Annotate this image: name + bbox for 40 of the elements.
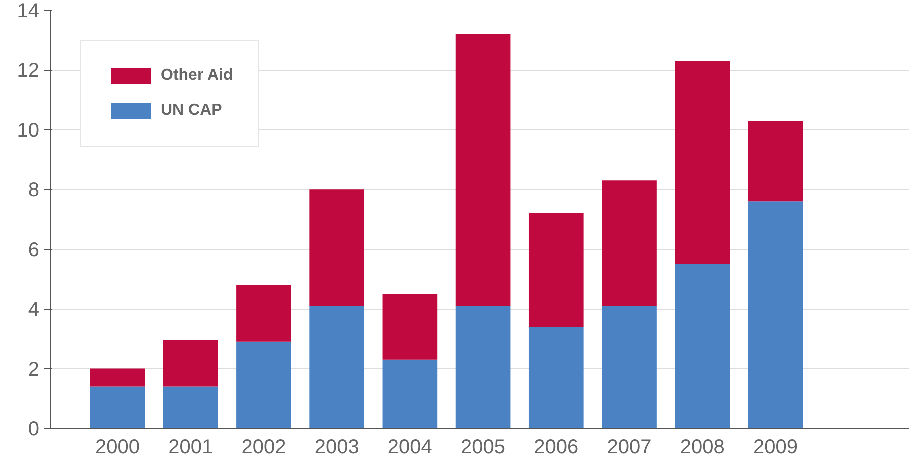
y-tick-label: 6: [28, 239, 40, 262]
bar: [163, 386, 218, 428]
bar: [675, 264, 730, 428]
bar: [528, 326, 584, 428]
bar: [382, 294, 438, 360]
bar: [236, 342, 292, 428]
x-tick-label: 2008: [680, 436, 725, 458]
bar: [528, 214, 584, 327]
bar: [382, 360, 438, 428]
bar: [748, 120, 804, 202]
bar: [748, 202, 804, 428]
y-tick-label: 0: [28, 418, 40, 440]
bar: [456, 34, 511, 306]
x-tick-label: 2004: [388, 436, 432, 458]
legend-label: Other Aid: [161, 67, 234, 85]
x-tick-label: 2005: [461, 436, 506, 458]
bar: [310, 306, 364, 428]
y-tick-label: 4: [28, 299, 40, 322]
bar: [90, 386, 146, 428]
bar: [90, 368, 146, 387]
x-tick-label: 2003: [314, 436, 360, 458]
x-tick-label: 2002: [242, 436, 286, 458]
bar: [675, 61, 730, 264]
y-tick-label: 10: [17, 120, 40, 142]
y-tick-label: 12: [17, 60, 40, 82]
y-tick-label: 14: [17, 0, 40, 22]
bar: [602, 180, 657, 306]
y-tick-label: 2: [28, 358, 40, 381]
x-tick-label: 2001: [168, 436, 214, 458]
bar: [310, 190, 364, 306]
x-tick-label: 2006: [534, 436, 579, 458]
bar: [163, 340, 218, 387]
y-tick-label: 8: [28, 180, 40, 202]
bar: [236, 285, 292, 342]
x-tick-label: 2000: [96, 436, 140, 458]
bar: [456, 306, 511, 428]
x-tick-label: 2009: [753, 436, 798, 458]
legend-label: UN CAP: [161, 102, 222, 120]
x-tick-label: 2007: [607, 436, 652, 458]
bar: [602, 306, 657, 428]
